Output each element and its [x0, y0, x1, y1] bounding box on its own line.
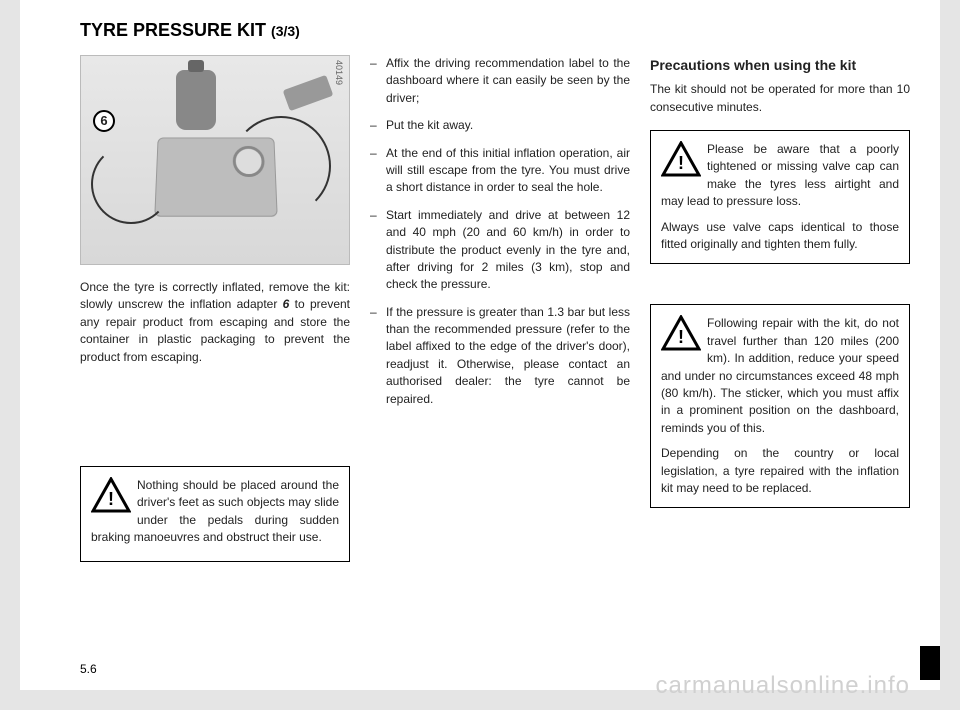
callout-ref: 6 — [283, 297, 290, 311]
title-page-count: (3/3) — [271, 23, 300, 39]
section-tab — [920, 646, 940, 680]
cable-shape — [231, 116, 331, 216]
kit-illustration: 40149 6 — [80, 55, 350, 265]
column-middle: Affix the driving recommendation label t… — [370, 55, 630, 562]
instruction-paragraph: Once the tyre is correctly inflated, rem… — [80, 279, 350, 366]
svg-text:!: ! — [678, 153, 684, 173]
warning-text: Depending on the country or local legisl… — [661, 445, 899, 497]
warning-triangle-icon: ! — [661, 315, 701, 351]
power-plug-shape — [283, 75, 334, 111]
warning-box-valve-cap: ! Please be aware that a poorly tightene… — [650, 130, 910, 264]
precautions-heading: Precautions when using the kit — [650, 55, 910, 75]
warning-triangle-icon: ! — [91, 477, 131, 513]
list-item: Put the kit away. — [370, 117, 630, 134]
warning-box-speed-limit: ! Following repair with the kit, do not … — [650, 304, 910, 508]
callout-circle: 6 — [93, 110, 115, 132]
list-item: Affix the driving recommendation label t… — [370, 55, 630, 107]
content-columns: 40149 6 Once the tyre is correctly infla… — [80, 55, 910, 562]
precautions-intro: The kit should not be operated for more … — [650, 81, 910, 116]
svg-text:!: ! — [678, 327, 684, 347]
warning-triangle-icon: ! — [661, 141, 701, 177]
watermark: carmanualsonline.info — [656, 672, 910, 700]
warning-box-pedals: ! Nothing should be placed around the dr… — [80, 466, 350, 562]
cable-shape — [91, 144, 171, 224]
svg-text:!: ! — [108, 489, 114, 509]
list-item: Start immediately and drive at between 1… — [370, 207, 630, 294]
page-number: 5.6 — [80, 662, 97, 676]
column-left: 40149 6 Once the tyre is correctly infla… — [80, 55, 350, 562]
sealant-bottle-shape — [176, 70, 216, 130]
warning-text: Always use valve caps identical to those… — [661, 219, 899, 254]
image-code: 40149 — [332, 60, 345, 85]
title-main: TYRE PRESSURE KIT — [80, 20, 266, 40]
list-item: At the end of this initial inflation ope… — [370, 145, 630, 197]
page-title: TYRE PRESSURE KIT (3/3) — [80, 20, 910, 41]
manual-page: TYRE PRESSURE KIT (3/3) 40149 6 Once the… — [20, 0, 940, 690]
instruction-list: Affix the driving recommendation label t… — [370, 55, 630, 408]
list-item: If the pressure is greater than 1.3 bar … — [370, 304, 630, 408]
column-right: Precautions when using the kit The kit s… — [650, 55, 910, 562]
